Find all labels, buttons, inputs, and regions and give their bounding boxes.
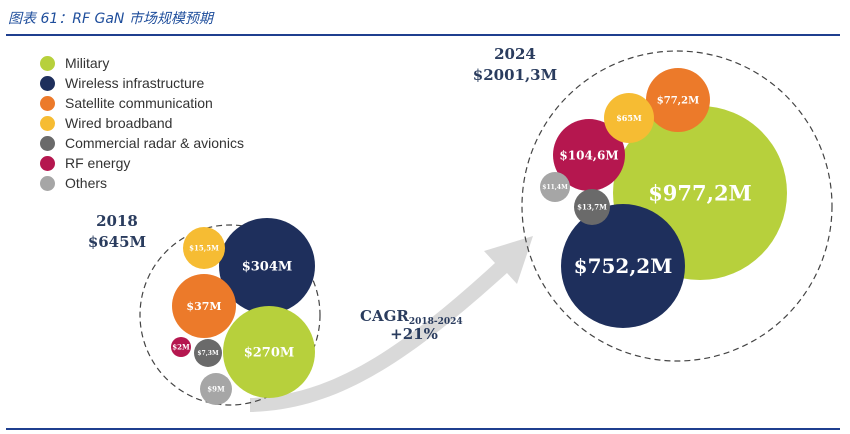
legend-item: Military — [40, 53, 244, 73]
year-label: 2024 — [494, 45, 536, 63]
legend-item: Satellite communication — [40, 93, 244, 113]
bottom-rule — [6, 428, 840, 430]
bubble-commercial-radar-avionics — [574, 189, 610, 225]
bubble-label: $304M — [242, 260, 293, 275]
bubble-rf-energy — [171, 337, 191, 357]
legend-swatch — [40, 155, 55, 171]
bubble-label: $15,5M — [189, 244, 219, 253]
bubble-wireless-infrastructure — [561, 204, 685, 328]
bubble-label: $65M — [616, 113, 642, 123]
chart-legend: Military Wireless infrastructure Satelli… — [40, 53, 244, 193]
legend-swatch — [40, 175, 55, 191]
growth-arrow — [250, 236, 533, 412]
bubble-label: $270M — [244, 346, 295, 361]
legend-swatch — [40, 115, 55, 131]
figure-caption: 图表 61：RF GaN 市场规模预期 — [8, 11, 213, 27]
legend-label: Satellite communication — [65, 95, 213, 111]
cagr-value: +21% — [390, 325, 438, 343]
year-total-label: $645M — [88, 233, 146, 251]
bubble-label: $752,2M — [574, 254, 673, 278]
enclosure-circle — [139, 224, 321, 406]
bubble-military — [223, 306, 315, 398]
year-group-2018: 2018 $645M $304M $270M $37M $15,5M $9M $7,3M $2M — [88, 212, 321, 406]
legend-label: RF energy — [65, 155, 131, 171]
top-rule — [6, 34, 840, 36]
legend-item: Others — [40, 173, 244, 193]
legend-item: Wired broadband — [40, 113, 244, 133]
legend-item: Wireless infrastructure — [40, 73, 244, 93]
bubble-label: $977,2M — [648, 181, 752, 206]
enclosure-circle — [521, 50, 833, 362]
legend-label: Military — [65, 55, 110, 71]
year-total-label: $2001,3M — [473, 66, 557, 84]
legend-swatch — [40, 55, 55, 71]
year-label: 2018 — [96, 212, 138, 230]
bubble-others — [540, 172, 570, 202]
bubble-commercial-radar-avionics — [194, 339, 222, 367]
legend-swatch — [40, 95, 55, 111]
bubble-wireless-infrastructure — [219, 218, 315, 314]
bubble-rf-energy — [553, 119, 625, 191]
legend-label: Wireless infrastructure — [65, 75, 205, 91]
year-group-2024: 2024 $2001,3M $977,2M $752,2M $104,6M $77,2M $… — [473, 45, 833, 362]
bubble-satellite-communication — [646, 68, 710, 132]
bubble-label: $7,3M — [197, 350, 219, 357]
bubble-satellite-communication — [172, 274, 236, 338]
bubble-label: $13,7M — [577, 203, 607, 212]
bubble-wired-broadband — [183, 227, 225, 269]
bubble-label: $77,2M — [657, 96, 699, 107]
legend-label: Commercial radar & avionics — [65, 135, 244, 151]
bubble-label: $11,4M — [542, 184, 568, 191]
bubble-label: $104,6M — [559, 148, 618, 162]
bubble-label: $37M — [186, 300, 221, 313]
bubble-others — [200, 373, 232, 405]
bubble-label: $9M — [207, 385, 225, 394]
legend-label: Wired broadband — [65, 115, 173, 131]
legend-item: RF energy — [40, 153, 244, 173]
bubble-label: $2M — [172, 343, 190, 352]
legend-label: Others — [65, 175, 108, 191]
legend-swatch — [40, 75, 55, 91]
legend-item: Commercial radar & avionics — [40, 133, 244, 153]
legend-swatch — [40, 135, 55, 151]
bubble-wired-broadband — [604, 93, 654, 143]
